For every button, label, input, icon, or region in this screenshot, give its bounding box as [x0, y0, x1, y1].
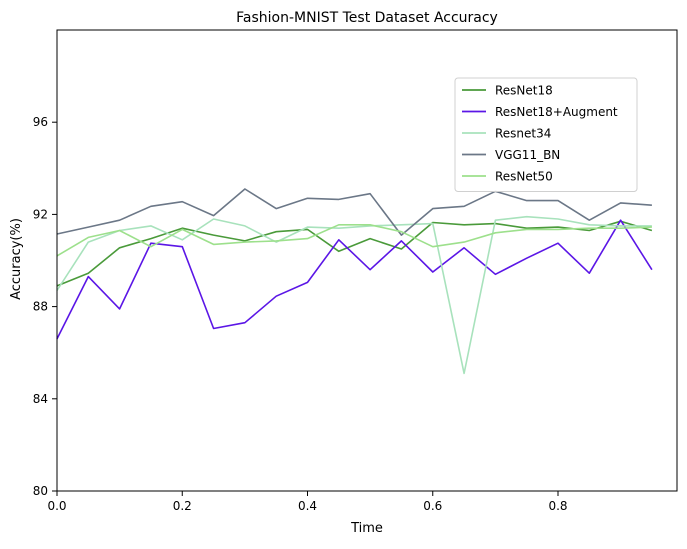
y-axis-label: Accuracy(%) [9, 218, 24, 300]
y-tick-label: 96 [33, 115, 48, 129]
series-line-vgg11-bn [56, 188, 652, 236]
y-tick-label: 80 [33, 484, 48, 498]
y-tick-label: 84 [33, 392, 48, 406]
legend-box [454, 77, 638, 192]
legend-label: ResNet50 [495, 170, 553, 184]
legend-label: VGG11_BN [495, 148, 560, 162]
series-lines [56, 188, 653, 375]
series-line-resnet34 [56, 215, 652, 375]
legend-label: Resnet34 [495, 127, 551, 141]
series-line-resnet18 [56, 220, 653, 287]
series-line-resnet18-augment [56, 219, 653, 340]
axes: 0.0 0.2 0.4 0.6 0.8 80 84 88 92 96 [33, 29, 678, 513]
y-tick-label: 92 [33, 207, 48, 221]
chart-title: Fashion-MNIST Test Dataset Accuracy [236, 10, 498, 26]
legend-label: ResNet18+Augment [495, 105, 618, 119]
legend: ResNet18 ResNet18+Augment Resnet34 VGG11_BN… [454, 77, 638, 192]
legend-label: ResNet18 [495, 84, 553, 98]
x-tick-label: 0.6 [423, 499, 442, 513]
series-line-resnet50 [56, 224, 652, 257]
y-tick-label: 88 [33, 300, 48, 314]
x-tick-label: 0.0 [47, 499, 66, 513]
plot-frame [56, 29, 678, 492]
x-tick-label: 0.8 [548, 499, 567, 513]
x-tick-label: 0.2 [173, 499, 192, 513]
x-tick-label: 0.4 [298, 499, 317, 513]
x-axis-label: Time [350, 521, 383, 536]
